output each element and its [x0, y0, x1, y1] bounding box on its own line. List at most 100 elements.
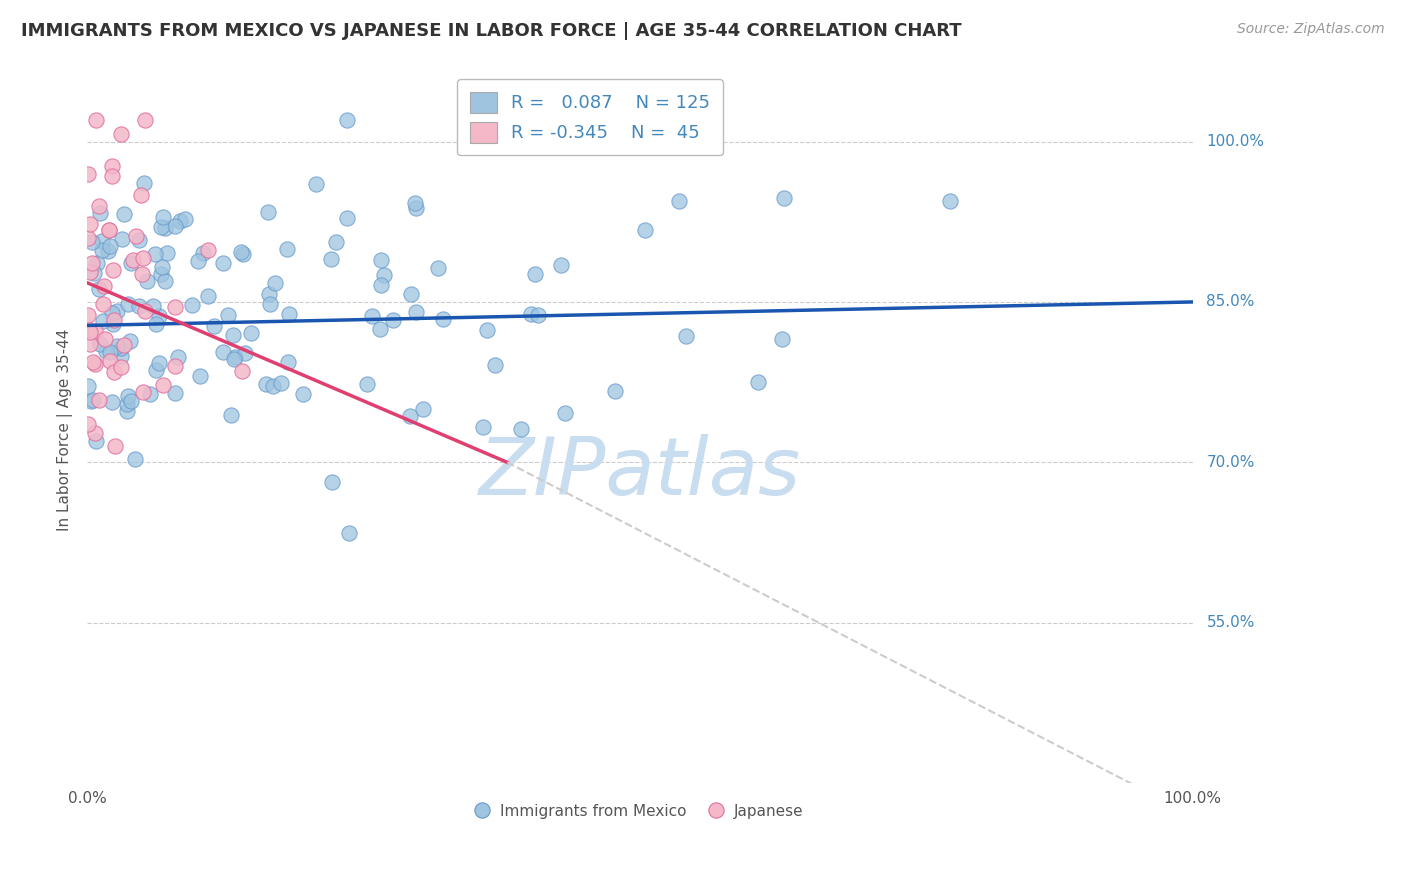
Point: [254, 376, 277, 391]
Point: [152, 378, 174, 392]
Point: [524, 267, 547, 281]
Point: [231, 363, 253, 377]
Point: [132, 251, 155, 265]
Point: [98, 238, 121, 252]
Point: [84, 113, 107, 128]
Point: [550, 258, 572, 272]
Point: [259, 297, 281, 311]
Point: [211, 256, 233, 270]
Point: [132, 384, 155, 399]
Text: ZIPatlas: ZIPatlas: [479, 434, 801, 512]
Point: [104, 440, 127, 454]
Point: [89, 205, 111, 219]
Point: [174, 212, 197, 227]
Point: [128, 299, 150, 313]
Point: [278, 307, 301, 321]
Point: [84, 324, 107, 338]
Point: [405, 201, 427, 215]
Point: [86, 256, 108, 270]
Text: 85.0%: 85.0%: [1206, 294, 1254, 310]
Point: [84, 425, 107, 440]
Point: [110, 350, 132, 364]
Point: [98, 354, 121, 368]
Text: 100.0%: 100.0%: [1206, 134, 1264, 149]
Point: [181, 298, 204, 312]
Point: [87, 199, 110, 213]
Point: [145, 317, 167, 331]
Point: [134, 303, 156, 318]
Point: [197, 243, 219, 257]
Point: [634, 223, 657, 237]
Point: [321, 475, 343, 490]
Point: [773, 191, 796, 205]
Point: [84, 434, 107, 448]
Point: [583, 113, 606, 128]
Point: [257, 205, 280, 219]
Point: [91, 243, 114, 257]
Point: [94, 344, 117, 359]
Point: [233, 346, 256, 360]
Point: [100, 306, 122, 320]
Point: [222, 328, 245, 343]
Point: [117, 389, 139, 403]
Point: [79, 337, 101, 351]
Point: [398, 409, 420, 424]
Point: [91, 314, 114, 328]
Point: [135, 274, 157, 288]
Point: [471, 420, 494, 434]
Text: 55.0%: 55.0%: [1206, 615, 1254, 630]
Point: [110, 359, 132, 374]
Point: [148, 357, 170, 371]
Point: [264, 276, 287, 290]
Point: [325, 235, 347, 249]
Point: [404, 196, 426, 211]
Point: [373, 268, 395, 282]
Point: [112, 207, 135, 221]
Point: [155, 274, 177, 288]
Point: [336, 211, 359, 226]
Point: [675, 329, 697, 343]
Point: [484, 358, 506, 372]
Point: [197, 288, 219, 302]
Point: [77, 417, 100, 431]
Point: [370, 278, 392, 293]
Point: [129, 187, 152, 202]
Point: [938, 194, 960, 208]
Point: [477, 323, 499, 337]
Point: [399, 287, 422, 301]
Point: [262, 379, 284, 393]
Point: [120, 334, 142, 348]
Point: [87, 392, 110, 407]
Text: Source: ZipAtlas.com: Source: ZipAtlas.com: [1237, 22, 1385, 37]
Point: [202, 318, 225, 333]
Point: [77, 308, 100, 322]
Point: [125, 228, 148, 243]
Point: [101, 263, 124, 277]
Point: [101, 395, 124, 409]
Point: [412, 401, 434, 416]
Point: [427, 261, 450, 276]
Point: [82, 392, 104, 407]
Point: [747, 375, 769, 389]
Point: [79, 218, 101, 232]
Point: [148, 309, 170, 323]
Point: [77, 230, 100, 244]
Point: [110, 127, 132, 141]
Point: [131, 268, 153, 282]
Point: [124, 451, 146, 466]
Point: [145, 363, 167, 377]
Point: [105, 303, 128, 318]
Point: [224, 350, 246, 364]
Point: [150, 267, 173, 281]
Point: [77, 378, 100, 392]
Point: [432, 312, 454, 326]
Point: [98, 222, 121, 236]
Point: [605, 384, 627, 398]
Point: [337, 525, 360, 540]
Point: [163, 359, 186, 373]
Point: [121, 253, 143, 268]
Point: [134, 176, 156, 190]
Point: [554, 406, 576, 420]
Point: [321, 252, 343, 266]
Point: [117, 297, 139, 311]
